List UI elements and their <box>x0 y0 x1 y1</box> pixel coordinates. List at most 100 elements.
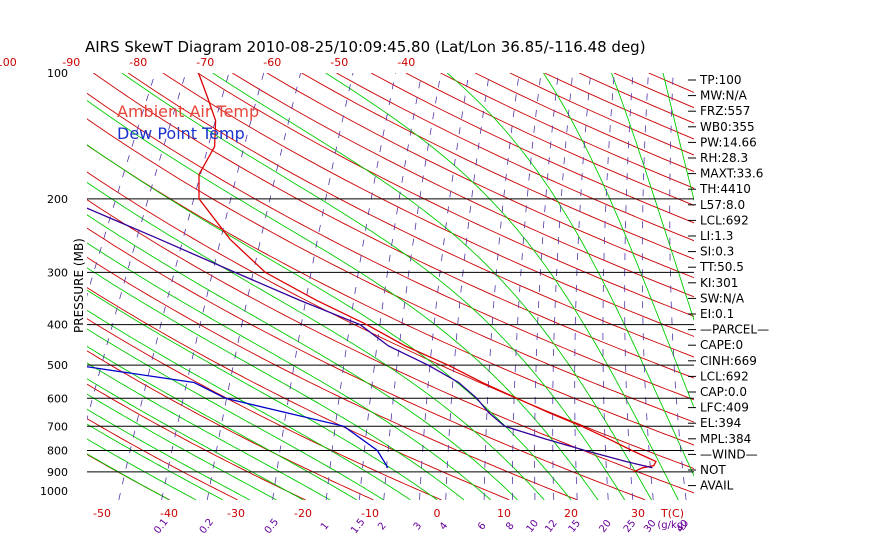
mixing-ratio-line <box>383 73 442 500</box>
stability-index: NOT <box>700 463 726 477</box>
mixing-ratio-line <box>359 73 423 500</box>
mixing-ratio-line <box>325 73 396 500</box>
chart-title: AIRS SkewT Diagram 2010-08-25/10:09:45.8… <box>85 38 646 56</box>
mixing-ratio-tick-label: 6 <box>476 521 489 533</box>
temp-tick-label: -10 <box>361 507 379 520</box>
stability-index: TT:50.5 <box>699 260 744 274</box>
stability-index: LI:1.3 <box>700 229 733 243</box>
moist-adiabat <box>87 438 197 500</box>
dry-adiabat <box>87 256 578 500</box>
pressure-tick-label: 400 <box>47 319 68 332</box>
temp-unit-label: T(C) <box>660 507 684 520</box>
pressure-tick-label: 900 <box>47 466 68 479</box>
mixing-ratio-tick-label: 4 <box>438 521 451 533</box>
mixing-ratio-line <box>161 73 265 500</box>
temp-tick-label: 30 <box>631 507 645 520</box>
stability-index: MW:N/A <box>700 89 748 103</box>
moist-adiabat <box>87 423 223 500</box>
series-dew-point-temp <box>87 366 389 469</box>
moist-adiabat <box>212 73 652 500</box>
moist-adiabat <box>87 362 331 500</box>
dry-adiabat <box>87 92 694 401</box>
dry-adiabat <box>127 73 694 358</box>
pressure-tick-label: 800 <box>47 444 68 457</box>
temp-tick-label: -20 <box>294 507 312 520</box>
temp-tick-label: 20 <box>564 507 578 520</box>
mixing-ratio-unit-label: (g/kg) <box>657 520 687 531</box>
pressure-tick-label: 600 <box>47 392 68 405</box>
mixing-ratio-line <box>272 73 354 500</box>
pressure-tick-label: 300 <box>47 266 68 279</box>
dry-adiabat <box>87 171 694 470</box>
moist-adiabat <box>121 73 626 500</box>
background-lines <box>87 73 694 500</box>
moist-adiabat <box>87 181 545 500</box>
moist-adiabat <box>611 73 694 322</box>
stability-index: LFC:409 <box>700 401 749 415</box>
top-temp-tick-label: -90 <box>62 56 80 69</box>
stability-index: SI:0.3 <box>700 245 734 259</box>
sounding-series <box>87 73 657 473</box>
pressure-tick-label: 200 <box>47 193 68 206</box>
pressure-tick-label: 1000 <box>40 485 68 498</box>
mixing-ratio-tick-label: 3 <box>412 521 425 533</box>
stability-index: MPL:384 <box>700 432 751 446</box>
dry-adiabat <box>301 73 694 260</box>
dry-adiabat <box>197 73 694 317</box>
series-ambient-air-temp <box>197 73 657 473</box>
series-parcel <box>87 207 653 469</box>
stability-index: AVAIL <box>700 479 734 493</box>
dry-adiabat <box>87 287 510 500</box>
dry-adiabat <box>93 73 694 379</box>
dry-adiabat <box>87 350 374 500</box>
stability-index: EL:394 <box>700 416 741 430</box>
stability-index: CINH:669 <box>700 354 757 368</box>
temp-tick-label: -30 <box>227 507 245 520</box>
moist-adiabat <box>87 309 411 500</box>
temp-tick-label: 0 <box>434 507 441 520</box>
mixing-ratio-line <box>118 73 230 500</box>
mixing-ratio-line <box>87 73 187 421</box>
stability-index: LCL:692 <box>700 213 749 227</box>
moist-adiabat <box>87 328 384 500</box>
pressure-tick-label: 500 <box>47 359 68 372</box>
dry-adiabat <box>87 383 306 500</box>
dry-adiabat <box>87 144 694 446</box>
mixing-ratio-line <box>206 73 301 500</box>
pressure-tick-label: 700 <box>47 420 68 433</box>
top-temp-tick-label: -80 <box>129 56 147 69</box>
temp-tick-label: 10 <box>497 507 511 520</box>
stability-index: FRZ:557 <box>700 104 750 118</box>
moist-adiabat <box>543 73 694 409</box>
moist-adiabat <box>87 408 250 500</box>
top-temp-tick-label: -50 <box>330 56 348 69</box>
mixing-ratio-tick-label: 8 <box>504 521 517 533</box>
top-temp-tick-label: -40 <box>397 56 415 69</box>
y-axis-label: PRESSURE (MB) <box>72 238 86 333</box>
stability-index: KI:301 <box>700 276 738 290</box>
moist-adiabat <box>87 453 170 500</box>
legend: Ambient Air Temp Dew Point Temp <box>117 102 259 143</box>
moist-adiabat <box>87 378 304 500</box>
stability-index: RH:28.3 <box>700 151 748 165</box>
dry-adiabat <box>87 318 442 500</box>
moist-adiabat <box>87 345 357 500</box>
legend-dew-point-temp: Dew Point Temp <box>117 124 245 143</box>
dry-adiabat <box>162 73 694 337</box>
moist-adiabat <box>87 393 277 500</box>
dry-adiabat <box>87 418 238 500</box>
top-temp-tick-label: -100 <box>0 56 17 69</box>
stability-index: CAPE:0 <box>700 338 743 352</box>
legend-ambient-air-temp: Ambient Air Temp <box>117 102 259 121</box>
pressure-tick-label: 100 <box>47 67 68 80</box>
dry-adiabat <box>266 73 694 279</box>
stability-index: MAXT:33.6 <box>700 167 763 181</box>
dry-adiabat <box>87 118 694 423</box>
top-temp-tick-label: -60 <box>263 56 281 69</box>
stability-index: CAP:0.0 <box>700 385 747 399</box>
moist-adiabat <box>87 214 518 500</box>
stability-index: —WIND— <box>700 447 758 461</box>
stability-index: L57:8.0 <box>700 198 745 212</box>
